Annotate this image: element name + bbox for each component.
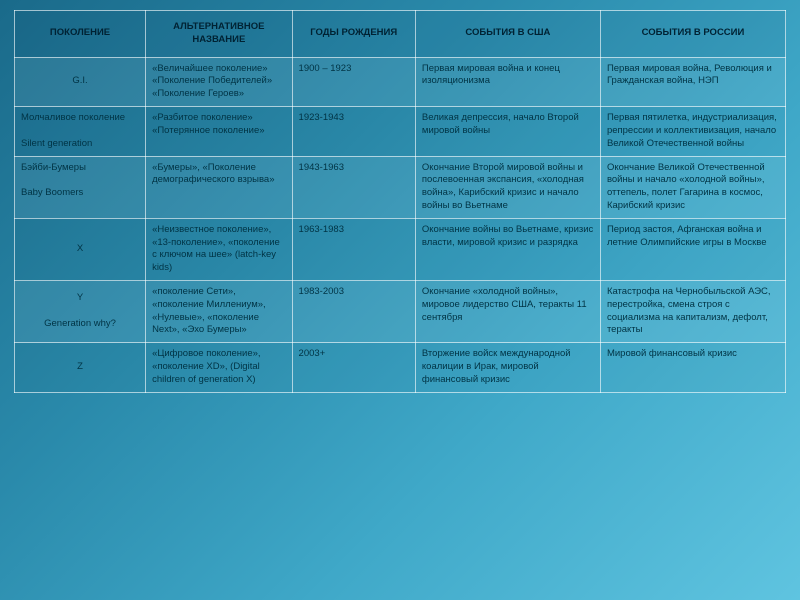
cell-altname: «Цифровое поколение», «поколение XD», (D… (146, 343, 292, 392)
cell-altname: «Бумеры», «Поколение демографического вз… (146, 156, 292, 218)
generations-table: ПОКОЛЕНИЕ АЛЬТЕРНАТИВНОЕ НАЗВАНИЕ ГОДЫ Р… (14, 10, 786, 393)
col-header-years: ГОДЫ РОЖДЕНИЯ (292, 11, 415, 58)
table-header-row: ПОКОЛЕНИЕ АЛЬТЕРНАТИВНОЕ НАЗВАНИЕ ГОДЫ Р… (15, 11, 786, 58)
cell-usa: Окончание Второй мировой войны и послево… (415, 156, 600, 218)
cell-russia: Первая пятилетка, индустриализация, репр… (600, 107, 785, 156)
cell-russia: Окончание Великой Отечественной войны и … (600, 156, 785, 218)
table-row: Y Generation why? «поколение Сети», «пок… (15, 281, 786, 343)
cell-generation: Бэйби-Бумеры Baby Boomers (15, 156, 146, 218)
cell-altname: «Величайшее поколение» «Поколение Победи… (146, 57, 292, 106)
col-header-russia: СОБЫТИЯ В РОССИИ (600, 11, 785, 58)
cell-generation: Z (15, 343, 146, 392)
table-row: Молчаливое поколение Silent generation «… (15, 107, 786, 156)
cell-altname: «поколение Сети», «поколение Миллениум»,… (146, 281, 292, 343)
cell-usa: Первая мировая война и конец изоляциониз… (415, 57, 600, 106)
col-header-altname: АЛЬТЕРНАТИВНОЕ НАЗВАНИЕ (146, 11, 292, 58)
cell-generation: Молчаливое поколение Silent generation (15, 107, 146, 156)
cell-russia: Период застоя, Афганская война и летние … (600, 218, 785, 280)
table-row: G.I. «Величайшее поколение» «Поколение П… (15, 57, 786, 106)
cell-years: 1923-1943 (292, 107, 415, 156)
cell-usa: Вторжение войск международной коалиции в… (415, 343, 600, 392)
table-body: G.I. «Величайшее поколение» «Поколение П… (15, 57, 786, 392)
cell-generation: Y Generation why? (15, 281, 146, 343)
table-row: X «Неизвестное поколение», «13-поколение… (15, 218, 786, 280)
cell-russia: Первая мировая война, Революция и Гражда… (600, 57, 785, 106)
cell-years: 1943-1963 (292, 156, 415, 218)
cell-generation: G.I. (15, 57, 146, 106)
col-header-usa: СОБЫТИЯ В США (415, 11, 600, 58)
cell-generation: X (15, 218, 146, 280)
cell-altname: «Неизвестное поколение», «13-поколение»,… (146, 218, 292, 280)
table-row: Z «Цифровое поколение», «поколение XD», … (15, 343, 786, 392)
cell-years: 1900 – 1923 (292, 57, 415, 106)
cell-usa: Окончание войны во Вьетнаме, кризис влас… (415, 218, 600, 280)
cell-years: 1983-2003 (292, 281, 415, 343)
cell-usa: Великая депрессия, начало Второй мировой… (415, 107, 600, 156)
cell-russia: Мировой финансовый кризис (600, 343, 785, 392)
cell-russia: Катастрофа на Чернобыльской АЭС, перестр… (600, 281, 785, 343)
cell-altname: «Разбитое поколение» «Потерянное поколен… (146, 107, 292, 156)
cell-usa: Окончание «холодной войны», мировое лиде… (415, 281, 600, 343)
table-row: Бэйби-Бумеры Baby Boomers «Бумеры», «Пок… (15, 156, 786, 218)
col-header-generation: ПОКОЛЕНИЕ (15, 11, 146, 58)
cell-years: 2003+ (292, 343, 415, 392)
cell-years: 1963-1983 (292, 218, 415, 280)
